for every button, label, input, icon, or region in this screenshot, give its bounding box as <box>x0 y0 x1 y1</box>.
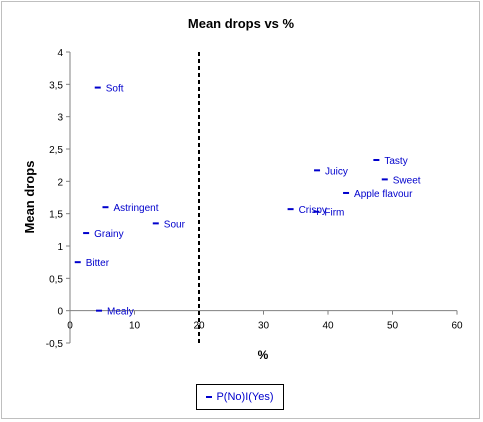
y-axis-label: Mean drops <box>22 161 37 234</box>
x-axis-label: % <box>258 348 269 362</box>
data-point-label: Firm <box>324 208 344 219</box>
x-tick-label: 50 <box>387 321 399 332</box>
x-tick-label: 30 <box>258 321 270 332</box>
x-tick-label: 10 <box>129 321 141 332</box>
y-tick-label: 3,5 <box>49 80 63 91</box>
y-tick-label: 0,5 <box>49 274 63 285</box>
data-point-label: Bitter <box>86 258 110 269</box>
data-point-label: Grainy <box>94 229 123 240</box>
data-point-label: Juicy <box>325 166 348 177</box>
x-tick-label: 40 <box>322 321 334 332</box>
y-tick-label: 1 <box>57 242 63 253</box>
y-tick-label: 1,5 <box>49 210 63 221</box>
data-point-label: Sour <box>164 219 186 230</box>
legend: P(No)I(Yes) <box>196 384 284 410</box>
x-tick-label: 0 <box>67 321 73 332</box>
data-point-label: Astringent <box>113 203 158 214</box>
chart-title: Mean drops vs % <box>188 16 295 31</box>
y-tick-label: -0,5 <box>46 339 64 350</box>
y-tick-label: 3 <box>57 113 63 124</box>
data-point-label: Tasty <box>384 156 407 167</box>
y-tick-label: 2 <box>57 177 63 188</box>
x-tick-label: 60 <box>451 321 463 332</box>
data-point-label: Soft <box>106 84 124 95</box>
y-tick-label: 2,5 <box>49 145 63 156</box>
data-point-label: Sweet <box>393 175 421 186</box>
data-point-label: Mealy <box>107 307 134 318</box>
y-tick-label: 0 <box>57 307 63 318</box>
data-point-label: Apple flavour <box>354 189 413 200</box>
data-point-label: Crispy <box>299 205 327 216</box>
legend-marker <box>206 396 213 398</box>
legend-label: P(No)I(Yes) <box>216 391 274 403</box>
y-tick-label: 4 <box>57 48 63 59</box>
